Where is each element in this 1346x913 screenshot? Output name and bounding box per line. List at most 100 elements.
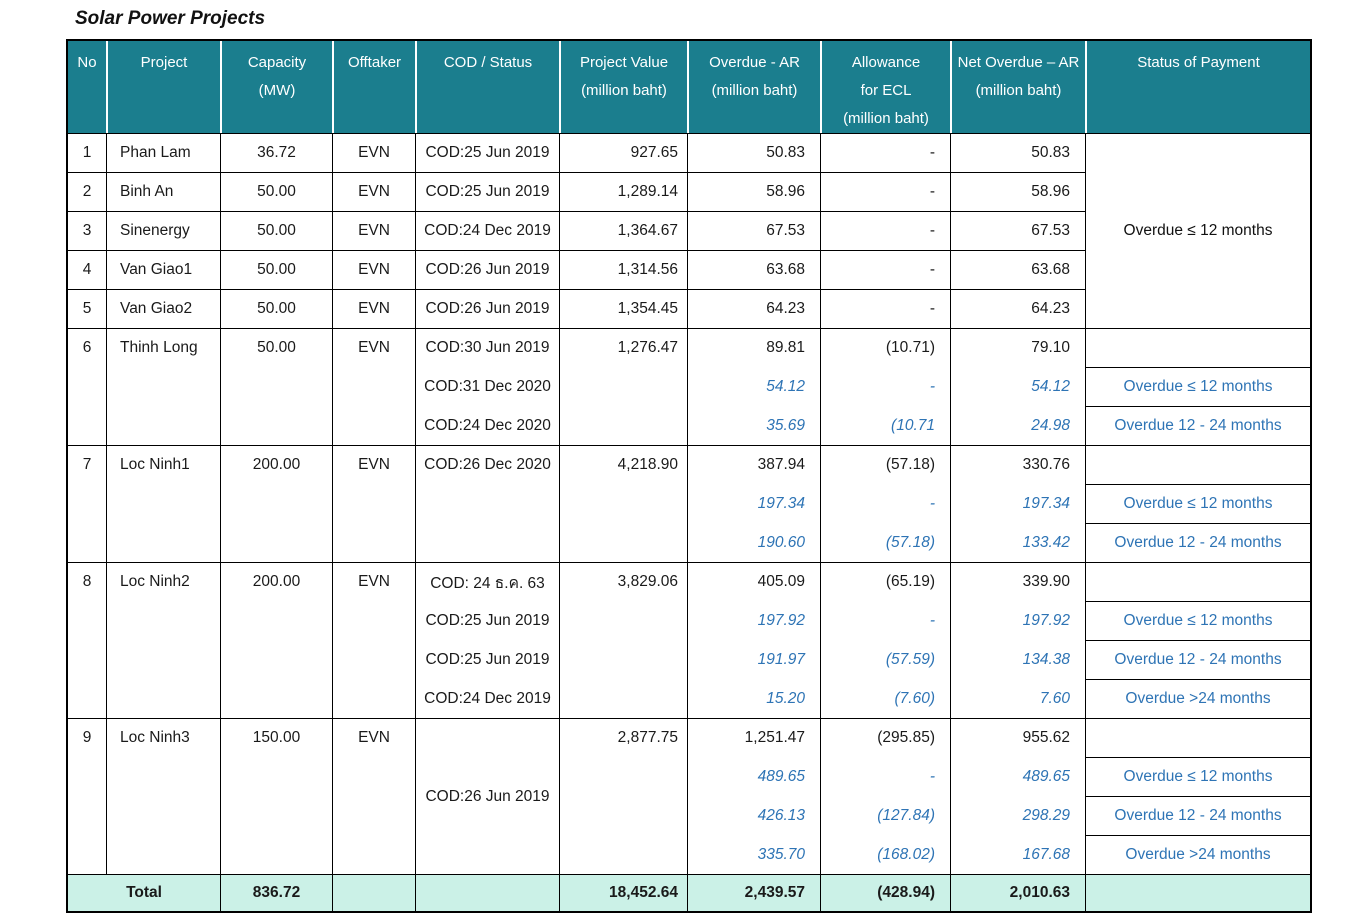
cell-offtaker: EVN [332,211,415,250]
cell-project: Sinenergy [106,211,220,250]
cell-allowance-ecl: - [820,133,950,172]
cell-net-overdue: 58.96 [950,172,1085,211]
cell-allowance-ecl: - [820,367,950,406]
cell-no: 4 [68,250,106,289]
project-row: 3 Sinenergy 50.00 EVN COD:24 Dec 2019 1,… [68,211,1310,250]
cell-overdue-ar: 50.83 [687,133,820,172]
cell-offtaker: EVN [332,289,415,328]
cell-allowance-ecl: (65.19) [820,562,950,601]
cell-payment-status: Overdue 12 - 24 months [1085,523,1310,562]
cell-overdue-ar: 387.94 [687,445,820,484]
cell-no: 9 [68,718,106,874]
breakdown-row: COD:24 Dec 2020 35.69 (10.71 24.98 Overd… [68,406,1310,445]
cell-allowance-ecl: - [820,250,950,289]
cell-payment-status: Overdue ≤ 12 months [1085,484,1310,523]
cell-net-overdue: 197.92 [950,601,1085,640]
col-header-allowance-ecl: Allowance for ECL (million baht) [820,41,950,133]
cell-offtaker: EVN [332,250,415,289]
cell-no: 8 [68,562,106,718]
cell-overdue-ar: 58.96 [687,172,820,211]
cell-net-overdue: 67.53 [950,211,1085,250]
cell-project-value: 1,276.47 [559,328,687,445]
cell-no: 6 [68,328,106,445]
cell-overdue-ar: 191.97 [687,640,820,679]
project-row: 2 Binh An 50.00 EVN COD:25 Jun 2019 1,28… [68,172,1310,211]
cell-capacity: 36.72 [220,133,332,172]
cell-overdue-ar: 63.68 [687,250,820,289]
breakdown-row: COD:31 Dec 2020 54.12 - 54.12 Overdue ≤ … [68,367,1310,406]
col-header-project-value: Project Value (million baht) [559,41,687,133]
cell-net-overdue: 298.29 [950,796,1085,835]
cell-net-overdue: 79.10 [950,328,1085,367]
cell-net-overdue: 7.60 [950,679,1085,718]
cell-capacity: 150.00 [220,718,332,874]
cell-payment-status: Overdue 12 - 24 months [1085,640,1310,679]
cell-offtaker: EVN [332,328,415,445]
cell-total-net-overdue: 2,010.63 [950,874,1085,911]
cell-net-overdue: 24.98 [950,406,1085,445]
cell-net-overdue: 64.23 [950,289,1085,328]
cell-total-label: Total [68,874,220,911]
cell-total-overdue-ar: 2,439.57 [687,874,820,911]
project-row: 9 Loc Ninh3 150.00 EVN COD:26 Jun 2019 2… [68,718,1310,874]
breakdown-row: 197.34 - 197.34 Overdue ≤ 12 months [68,484,1310,523]
cell-net-overdue: 955.62 [950,718,1085,757]
cell-project: Loc Ninh1 [106,445,220,562]
cell-cod: COD: 24 ธ.ค. 63 [415,562,559,601]
cell-allowance-ecl: (7.60) [820,679,950,718]
cell-project: Phan Lam [106,133,220,172]
cell-net-overdue: 489.65 [950,757,1085,796]
cell-allowance-ecl: - [820,289,950,328]
cell-cod: COD:24 Dec 2019 [415,211,559,250]
cell-net-overdue: 339.90 [950,562,1085,601]
cell-overdue-ar: 489.65 [687,757,820,796]
cell-project-value: 1,314.56 [559,250,687,289]
cell-net-overdue: 330.76 [950,445,1085,484]
project-row: 7 Loc Ninh1 200.00 EVN COD:26 Dec 2020 4… [68,445,1310,562]
project-row: 6 Thinh Long 50.00 EVN COD:30 Jun 2019 1… [68,328,1310,445]
cell-overdue-ar: 197.92 [687,601,820,640]
cell-payment-status: Overdue 12 - 24 months [1085,796,1310,835]
cell-overdue-ar: 335.70 [687,835,820,874]
cell-overdue-ar: 426.13 [687,796,820,835]
col-header-net-overdue-ar: Net Overdue – AR (million baht) [950,41,1085,133]
cell-allowance-ecl: (127.84) [820,796,950,835]
cell-cod: COD:24 Dec 2020 [415,406,559,445]
cell-allowance-ecl: (10.71 [820,406,950,445]
cell-payment-status: Overdue >24 months [1085,679,1310,718]
cell-cod: COD:31 Dec 2020 [415,367,559,406]
cell-net-overdue: 134.38 [950,640,1085,679]
cell-project: Van Giao2 [106,289,220,328]
cell-no: 2 [68,172,106,211]
col-header-project: Project [106,41,220,133]
breakdown-row: 489.65 - 489.65 Overdue ≤ 12 months [68,757,1310,796]
cell-net-overdue: 50.83 [950,133,1085,172]
projects-table: No Project Capacity (MW) Offtaker COD / … [66,39,1312,913]
col-header-overdue-ar: Overdue - AR (million baht) [687,41,820,133]
cell-cod [415,484,559,523]
cell-capacity: 50.00 [220,328,332,445]
cell-project-value: 1,354.45 [559,289,687,328]
cell-allowance-ecl: - [820,172,950,211]
breakdown-row: 190.60 (57.18) 133.42 Overdue 12 - 24 mo… [68,523,1310,562]
cell-total-offtaker-blank [332,874,415,911]
breakdown-row: COD:25 Jun 2019 197.92 - 197.92 Overdue … [68,601,1310,640]
cell-net-overdue: 54.12 [950,367,1085,406]
breakdown-row: 426.13 (127.84) 298.29 Overdue 12 - 24 m… [68,796,1310,835]
cell-offtaker: EVN [332,172,415,211]
cell-overdue-ar: 405.09 [687,562,820,601]
cell-project-value: 2,877.75 [559,718,687,874]
cell-no: 7 [68,445,106,562]
cell-payment-status: Overdue 12 - 24 months [1085,406,1310,445]
cell-payment-status: Overdue ≤ 12 months [1085,757,1310,796]
cell-no: 1 [68,133,106,172]
cell-payment-status: Overdue ≤ 12 months [1085,367,1310,406]
cell-offtaker: EVN [332,133,415,172]
breakdown-row: 335.70 (168.02) 167.68 Overdue >24 month… [68,835,1310,874]
cell-cod: COD:25 Jun 2019 [415,640,559,679]
cell-project-value: 927.65 [559,133,687,172]
cell-project: Thinh Long [106,328,220,445]
cell-no: 5 [68,289,106,328]
cell-offtaker: EVN [332,562,415,718]
